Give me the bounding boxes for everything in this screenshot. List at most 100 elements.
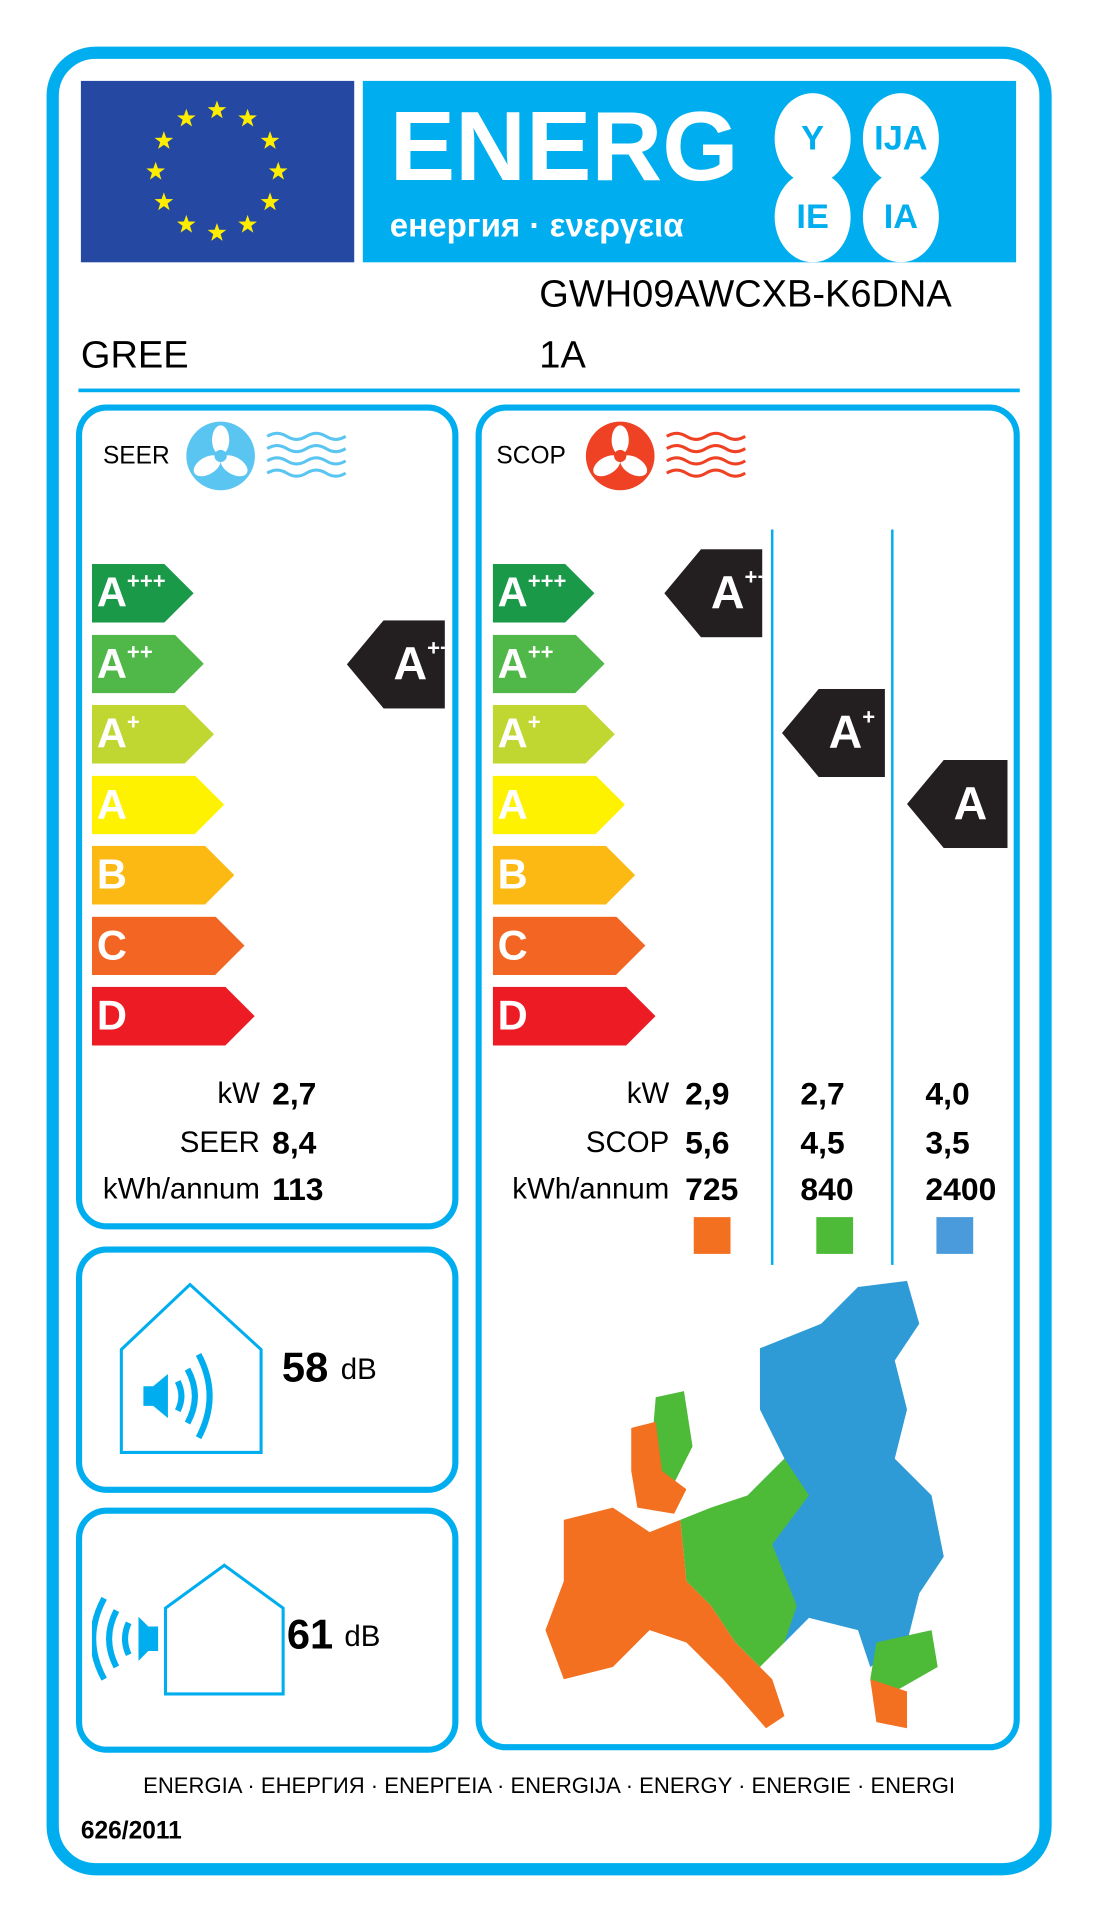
star-icon xyxy=(238,214,257,233)
cooling-panel xyxy=(75,404,459,1230)
star-icon xyxy=(176,108,196,127)
star-icon xyxy=(146,161,165,180)
class-sup: ++ xyxy=(126,639,153,664)
seer-title: SEER xyxy=(102,442,170,470)
star-icon xyxy=(207,223,227,241)
energy-subtitle: енергия · ενεργεια xyxy=(389,207,684,244)
scop-zone-value: 3,5 xyxy=(925,1123,970,1161)
energy-banner: ENERG енергия · ενεργεια Y IJA IE IA xyxy=(362,80,1017,263)
seer-annual-label: kWh/annum xyxy=(102,1172,260,1207)
scop-kw-label: kW xyxy=(626,1077,670,1111)
scop-annual-label: kWh/annum xyxy=(512,1172,670,1207)
class-letter: C xyxy=(497,922,528,969)
class-letter: B xyxy=(497,851,528,899)
scop-class-arrow: B xyxy=(493,846,635,905)
seer-class-arrow: A+ xyxy=(92,705,214,764)
outdoor-noise-panel xyxy=(75,1507,459,1753)
rating-sup: +++ xyxy=(744,565,784,590)
scop-class-arrow: D xyxy=(493,987,656,1046)
scop-class-arrow: A xyxy=(493,775,625,834)
rating-sup: + xyxy=(862,704,876,730)
rating-sup: ++ xyxy=(427,636,453,661)
rating-letter: A xyxy=(710,567,745,619)
class-letter: A xyxy=(96,781,127,828)
class-letter: A xyxy=(497,569,528,617)
seer-class-arrow: B xyxy=(92,846,234,905)
seer-label: SEER xyxy=(179,1126,260,1160)
scop-class-arrow: A+ xyxy=(493,705,615,764)
star-icon xyxy=(238,108,257,127)
europe-climate-map xyxy=(545,1280,944,1729)
class-sup: + xyxy=(527,709,541,735)
zone-colder-swatch xyxy=(936,1217,974,1254)
class-sup: ++ xyxy=(527,639,554,664)
heating-panel xyxy=(475,404,1020,1751)
indoor-noise-value: 58 xyxy=(281,1344,329,1392)
class-letter: A xyxy=(497,640,528,688)
seer-kw-value: 2,7 xyxy=(272,1074,317,1112)
seer-class-arrow: A xyxy=(92,775,224,834)
energy-title: ENERG xyxy=(389,91,739,202)
scop-zone-value: 4,0 xyxy=(925,1074,970,1112)
scop-zone-value: 4,5 xyxy=(800,1123,845,1161)
class-letter: A xyxy=(96,710,127,758)
scop-zone-value: 5,6 xyxy=(685,1123,730,1161)
scop-zone-value: 840 xyxy=(800,1170,854,1208)
scop-zone-value: 2400 xyxy=(925,1170,997,1208)
class-sup: +++ xyxy=(527,568,567,594)
star-icon xyxy=(268,161,288,180)
star-icon xyxy=(207,100,227,119)
scop-zone-value: 2,7 xyxy=(800,1074,845,1112)
outdoor-noise-value: 61 xyxy=(286,1611,334,1659)
scop-zone-value: 725 xyxy=(685,1170,739,1208)
class-letter: A xyxy=(497,710,528,758)
class-sup: + xyxy=(126,709,140,735)
star-icon xyxy=(260,131,280,149)
fan-cooling-icon xyxy=(186,421,347,491)
scop-label: SCOP xyxy=(585,1126,670,1160)
star-icon xyxy=(176,214,196,233)
fan-heating-icon xyxy=(585,421,747,491)
class-letter: A xyxy=(96,569,127,617)
class-sup: +++ xyxy=(126,568,166,594)
class-letter: A xyxy=(497,781,528,828)
divider xyxy=(78,388,1020,393)
scop-zone-value: 2,9 xyxy=(685,1074,730,1112)
indoor-noise-panel xyxy=(75,1246,459,1493)
seer-annual-value: 113 xyxy=(272,1170,324,1208)
rating-letter: A xyxy=(393,638,428,691)
eu-stars-icon xyxy=(146,100,288,241)
zone-divider xyxy=(891,529,894,1265)
seer-class-arrow: D xyxy=(92,987,255,1046)
class-letter: B xyxy=(96,851,127,899)
seer-value: 8,4 xyxy=(272,1123,317,1161)
star-icon xyxy=(154,192,174,211)
suffix-ia: IA xyxy=(862,171,939,263)
class-letter: A xyxy=(96,640,127,688)
scop-class-arrow: C xyxy=(493,916,646,975)
suffix-ie: IE xyxy=(774,171,851,263)
eu-flag xyxy=(80,80,355,263)
indoor-speaker-house-icon xyxy=(119,1282,263,1454)
zone-divider xyxy=(770,529,774,1265)
seer-class-arrow: C xyxy=(92,916,245,975)
rating-letter: A xyxy=(953,778,988,830)
class-letter: D xyxy=(497,992,528,1040)
class-letter: D xyxy=(96,992,127,1040)
suffix-y: Y xyxy=(774,93,851,184)
outdoor-speaker-house-icon xyxy=(91,1563,285,1696)
supplier-name: GREE xyxy=(80,333,189,377)
model-identifier: GWH09AWCXB-K6DNA xyxy=(539,272,952,316)
model-line2: 1A xyxy=(539,333,586,377)
star-icon xyxy=(260,192,280,211)
footer-languages: ENERGIA · ЕНЕРГИЯ · ΕΝΕΡΓΕΙΑ · ENERGIJA … xyxy=(143,1773,956,1799)
zone-average-swatch xyxy=(816,1217,854,1254)
outdoor-noise-unit: dB xyxy=(344,1620,381,1654)
regulation-number: 626/2011 xyxy=(80,1817,182,1845)
class-letter: C xyxy=(96,922,127,969)
seer-kw-label: kW xyxy=(217,1077,260,1111)
scop-title: SCOP xyxy=(496,442,566,470)
suffix-ija: IJA xyxy=(862,93,939,184)
zone-warmer-swatch xyxy=(693,1217,731,1254)
rating-letter: A xyxy=(828,707,863,759)
